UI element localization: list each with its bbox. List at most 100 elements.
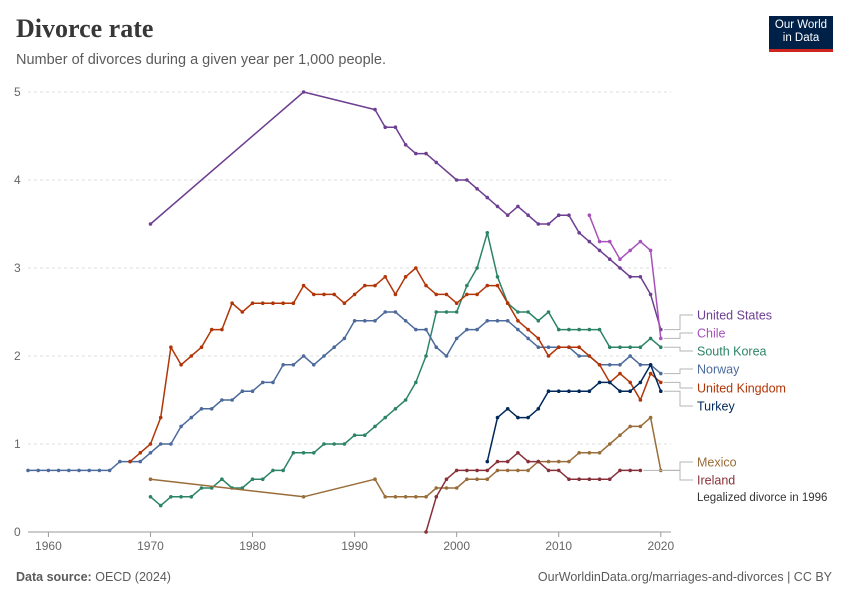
point-south-korea (516, 310, 520, 314)
point-ireland (567, 477, 571, 482)
point-turkey (516, 415, 520, 420)
point-united-states (648, 292, 653, 297)
point-norway (373, 319, 377, 323)
point-united-kingdom (383, 275, 388, 279)
point-united-kingdom (495, 283, 500, 288)
owid-logo[interactable]: Our World in Data (769, 16, 833, 52)
point-south-korea (393, 407, 398, 411)
data-source-value[interactable]: OECD (2024) (95, 570, 171, 584)
point-united-kingdom (567, 345, 571, 350)
label-connector-ireland (643, 469, 693, 481)
point-united-states (638, 275, 643, 279)
point-mexico (597, 451, 602, 455)
point-united-kingdom (475, 292, 479, 297)
point-mexico (485, 477, 490, 482)
series-line-united-states (150, 91, 662, 330)
point-ireland (475, 468, 479, 473)
point-norway (107, 468, 112, 473)
point-mexico (516, 468, 520, 473)
point-south-korea (250, 477, 255, 482)
point-united-kingdom (158, 415, 163, 420)
label-connector-norway (663, 368, 693, 375)
point-mexico (403, 495, 408, 499)
point-united-states (414, 151, 418, 156)
series-label-chile: Chile (697, 327, 726, 341)
point-norway (618, 363, 622, 367)
point-norway (97, 468, 102, 473)
point-united-kingdom (240, 310, 245, 314)
data-source: Data source: OECD (2024) (16, 570, 171, 584)
point-norway (363, 319, 367, 323)
point-south-korea (373, 424, 377, 429)
point-south-korea (383, 415, 388, 420)
point-norway (56, 468, 61, 473)
point-chile (587, 213, 592, 217)
point-mexico (505, 468, 510, 473)
point-united-kingdom (454, 301, 459, 306)
point-norway (638, 363, 643, 367)
point-united-kingdom (505, 301, 510, 306)
point-turkey (556, 389, 561, 394)
point-norway (454, 336, 459, 341)
point-south-korea (342, 442, 347, 446)
point-united-kingdom (628, 380, 632, 385)
point-norway (526, 336, 530, 341)
point-norway (546, 345, 551, 350)
point-south-korea (403, 398, 408, 402)
point-chile (638, 239, 643, 244)
point-united-kingdom (271, 301, 275, 306)
y-tick-label: 1 (14, 437, 21, 451)
point-south-korea (209, 486, 214, 490)
point-south-korea (189, 495, 194, 499)
point-united-kingdom (638, 398, 643, 402)
point-norway (148, 451, 153, 455)
point-mexico (546, 459, 551, 464)
point-norway (46, 468, 51, 473)
x-tick-label: 1960 (35, 539, 62, 553)
point-turkey (546, 389, 551, 394)
point-united-kingdom (138, 451, 143, 455)
point-turkey (628, 389, 632, 394)
point-mexico (454, 486, 459, 490)
point-south-korea (281, 468, 285, 473)
point-united-states (607, 257, 612, 262)
point-united-kingdom (393, 292, 398, 297)
point-turkey (648, 363, 653, 367)
point-norway (403, 319, 408, 323)
point-united-states (567, 213, 571, 217)
point-south-korea (352, 433, 357, 438)
footer-link[interactable]: OurWorldinData.org/marriages-and-divorce… (537, 570, 832, 584)
point-turkey (526, 415, 530, 420)
point-mexico (607, 442, 612, 446)
point-mexico (434, 486, 439, 490)
point-chile (618, 257, 622, 262)
logo-line-1: Our World (774, 19, 828, 31)
point-south-korea (495, 275, 500, 279)
point-south-korea (577, 327, 581, 332)
point-mexico (465, 477, 469, 482)
y-tick-label: 5 (14, 85, 21, 99)
point-united-kingdom (179, 363, 183, 367)
point-united-kingdom (322, 292, 326, 297)
point-mexico (556, 459, 561, 464)
point-south-korea (648, 336, 653, 341)
point-turkey (618, 389, 622, 394)
point-united-states (454, 178, 459, 182)
point-united-kingdom (577, 345, 581, 350)
point-norway (87, 468, 92, 473)
point-norway (332, 345, 336, 350)
point-united-kingdom (536, 336, 541, 341)
point-united-kingdom (526, 327, 530, 332)
point-norway (475, 327, 479, 332)
point-chile (648, 248, 653, 253)
chart-subtitle: Number of divorces during a given year p… (16, 52, 386, 68)
point-united-kingdom (465, 292, 469, 297)
point-norway (77, 468, 81, 473)
point-united-kingdom (373, 283, 377, 288)
point-ireland (607, 477, 612, 482)
point-united-kingdom (342, 301, 347, 306)
point-ireland (526, 459, 530, 464)
point-united-kingdom (424, 283, 428, 288)
point-united-kingdom (301, 283, 306, 288)
point-south-korea (260, 477, 265, 482)
